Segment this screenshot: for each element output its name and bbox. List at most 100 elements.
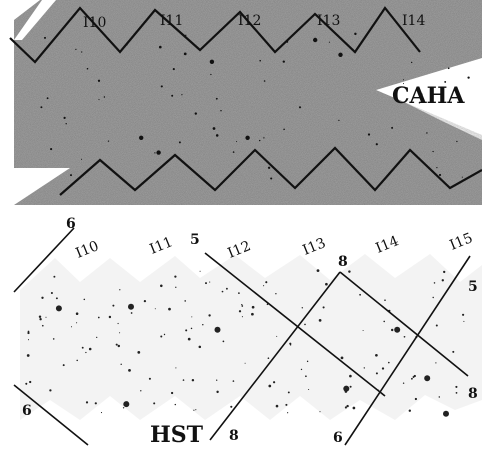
caha-field-label: I10 xyxy=(83,15,106,31)
star xyxy=(185,329,188,332)
star xyxy=(359,293,361,296)
hst-grid-label: 8 xyxy=(338,254,348,270)
hst-grid-label: 8 xyxy=(229,428,239,444)
star xyxy=(120,363,122,366)
star xyxy=(27,330,30,333)
hst-grid-label: 6 xyxy=(66,216,76,232)
star xyxy=(45,316,47,318)
star xyxy=(202,323,204,326)
hst-grid-label: 6 xyxy=(333,430,343,446)
star xyxy=(443,410,449,417)
star xyxy=(187,337,191,341)
star xyxy=(160,284,163,288)
star xyxy=(340,356,344,360)
star xyxy=(156,150,161,155)
star xyxy=(426,132,428,134)
star xyxy=(128,303,134,310)
star xyxy=(462,313,465,316)
star xyxy=(305,375,307,378)
star xyxy=(241,305,244,307)
star xyxy=(53,275,56,278)
star xyxy=(435,324,438,327)
star xyxy=(216,390,219,394)
star xyxy=(52,338,55,340)
star xyxy=(289,342,292,345)
star xyxy=(435,362,437,364)
star xyxy=(210,73,212,76)
star xyxy=(160,335,163,338)
star xyxy=(410,61,413,64)
star xyxy=(49,389,52,392)
star xyxy=(97,79,101,82)
star xyxy=(139,135,144,140)
hst-field-label: I13 xyxy=(301,235,329,259)
star xyxy=(119,289,121,291)
star xyxy=(70,174,72,177)
star xyxy=(375,143,378,146)
star xyxy=(112,304,115,307)
star xyxy=(137,351,141,354)
star xyxy=(352,406,356,410)
star xyxy=(300,368,303,371)
star xyxy=(367,133,371,136)
star xyxy=(328,41,330,43)
star xyxy=(363,367,365,369)
hst-field-label: I12 xyxy=(226,238,254,262)
star xyxy=(287,391,290,394)
star xyxy=(122,407,125,409)
star xyxy=(130,312,133,314)
star xyxy=(275,293,277,295)
star xyxy=(272,381,276,384)
star xyxy=(447,67,450,70)
caha-title: CAHA xyxy=(392,83,465,109)
hst-mosaic-background xyxy=(20,254,482,420)
star xyxy=(191,316,193,318)
star xyxy=(175,286,177,288)
star xyxy=(123,401,130,408)
star xyxy=(198,345,202,349)
star xyxy=(38,315,42,318)
hst-grid-label: 5 xyxy=(468,279,478,295)
star xyxy=(285,403,288,406)
star xyxy=(467,76,470,79)
star xyxy=(313,37,318,43)
star xyxy=(81,51,83,53)
hst-grid-line xyxy=(209,271,341,441)
star xyxy=(214,326,221,333)
hst-grid-line xyxy=(13,384,89,446)
star xyxy=(221,290,224,293)
star xyxy=(209,59,215,64)
star xyxy=(225,287,228,290)
hst-grid-label: 6 xyxy=(22,403,32,419)
star xyxy=(55,297,58,300)
star xyxy=(41,324,44,327)
star xyxy=(338,119,340,122)
hst-grid-line xyxy=(13,227,75,293)
star xyxy=(394,326,401,333)
star xyxy=(232,151,235,153)
star xyxy=(40,106,43,109)
star xyxy=(388,361,390,364)
star xyxy=(174,403,177,406)
star xyxy=(209,281,211,283)
star xyxy=(174,275,177,278)
star xyxy=(115,343,118,346)
star xyxy=(215,134,219,137)
star xyxy=(346,404,349,408)
star xyxy=(171,94,174,97)
star xyxy=(455,392,458,394)
star xyxy=(128,369,131,372)
star xyxy=(153,402,156,405)
caha-field-label: I13 xyxy=(317,13,340,29)
star xyxy=(267,166,271,169)
caha-field-label: I12 xyxy=(238,13,261,29)
star xyxy=(325,282,328,286)
star xyxy=(97,316,100,319)
star xyxy=(55,305,62,312)
star xyxy=(107,140,110,142)
hst-field-label: I14 xyxy=(374,233,402,257)
star xyxy=(88,347,92,351)
hst-title: HST xyxy=(150,422,204,448)
star xyxy=(381,367,385,370)
hst-grid-line xyxy=(339,271,469,377)
